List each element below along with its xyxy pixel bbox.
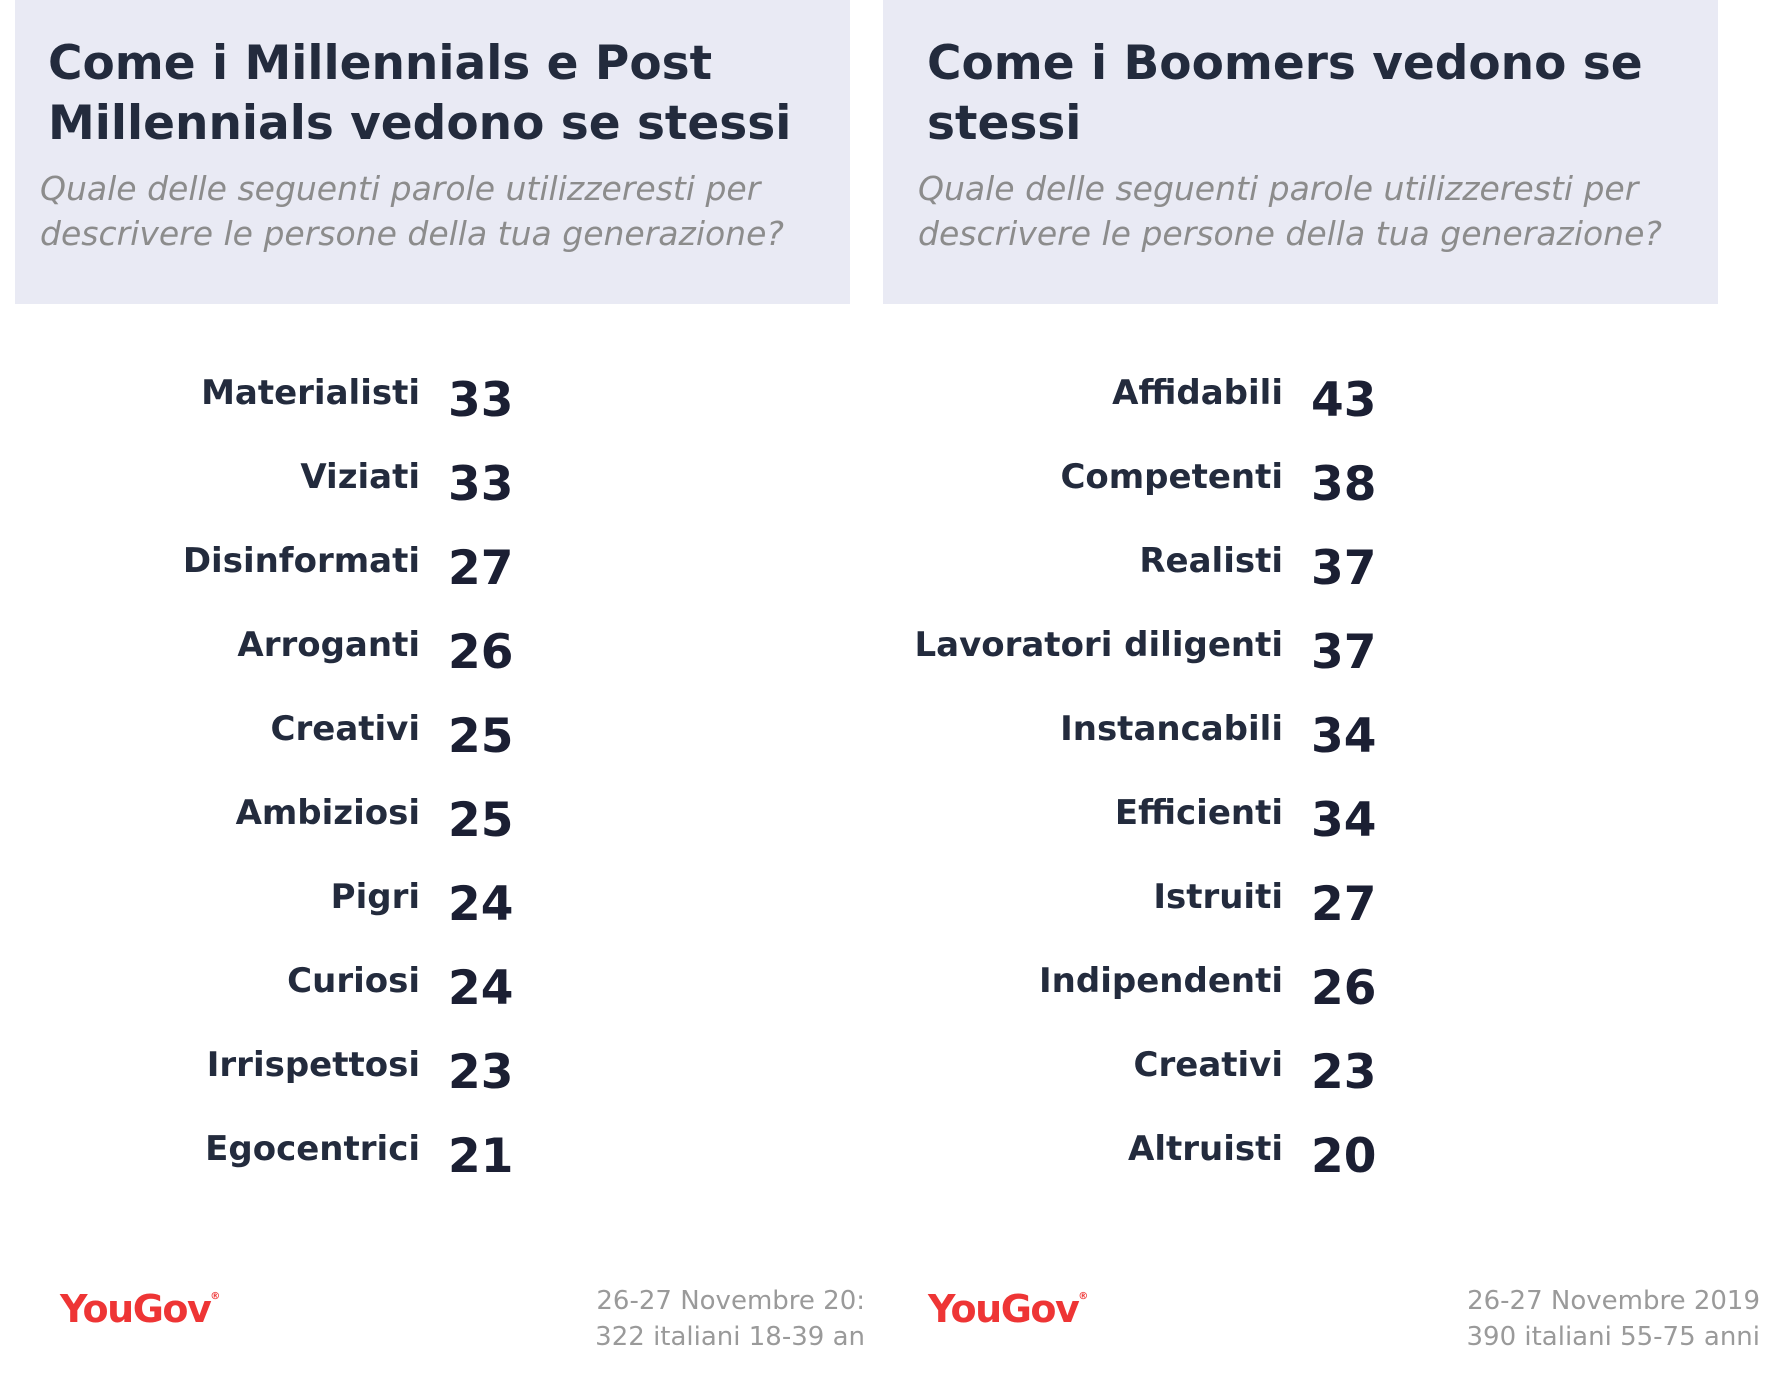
row-value: 26 — [1311, 961, 1376, 1016]
millennials-panel: Come i Millennials e Post Millennials ve… — [0, 0, 880, 1384]
yougov-logo: YouGov® — [60, 1287, 221, 1331]
row-label: Competenti — [1060, 457, 1283, 497]
row-label: Irrispettosi — [207, 1045, 420, 1085]
row-value: 37 — [1311, 625, 1376, 680]
row-value: 25 — [448, 709, 513, 764]
row-value: 27 — [1311, 877, 1376, 932]
row-label: Materialisti — [201, 373, 420, 413]
millennials-header — [15, 0, 850, 304]
footnote-date: 26-27 Novembre 2019 — [1467, 1286, 1760, 1316]
row-label: Disinformati — [183, 541, 420, 581]
row-label: Lavoratori diligenti — [914, 625, 1283, 665]
row-value: 20 — [1311, 1129, 1376, 1184]
row-value: 43 — [1311, 373, 1376, 428]
row-label: Instancabili — [1060, 709, 1283, 749]
row-value: 25 — [448, 793, 513, 848]
boomers-chart: Affidabili 43 Competenti 38 Realisti 37 Lavora… — [914, 373, 1376, 1184]
row-label: Istruiti — [1153, 877, 1283, 917]
row-value: 24 — [448, 877, 513, 932]
footnote-sample: 390 italiani 55-75 anni — [1466, 1322, 1760, 1352]
footnote-sample: 322 italiani 18-39 an — [595, 1322, 865, 1352]
row-value: 23 — [448, 1045, 513, 1100]
millennials-subtitle: Quale delle seguenti parole utilizzerest… — [40, 169, 784, 253]
row-value: 26 — [448, 625, 513, 680]
row-label: Altruisti — [1128, 1129, 1283, 1169]
row-label: Indipendenti — [1039, 961, 1283, 1001]
boomers-subtitle: Quale delle seguenti parole utilizzerest… — [918, 169, 1662, 253]
row-value: 23 — [1311, 1045, 1376, 1100]
millennials-footnote: 26-27 Novembre 20: 322 italiani 18-39 an — [575, 1283, 865, 1355]
row-value: 38 — [1311, 457, 1376, 512]
row-label: Viziati — [300, 457, 420, 497]
footnote-date: 26-27 Novembre 20: — [596, 1286, 865, 1316]
row-label: Creativi — [1134, 1045, 1283, 1085]
boomers-panel: Come i Boomers vedono se stessi Quale de… — [880, 0, 1760, 1384]
row-value: 34 — [1311, 793, 1376, 848]
row-label: Affidabili — [1112, 373, 1283, 413]
boomers-footnote: 26-27 Novembre 2019 390 italiani 55-75 a… — [1440, 1283, 1760, 1355]
row-value: 34 — [1311, 709, 1376, 764]
row-value: 21 — [448, 1129, 513, 1184]
row-value: 24 — [448, 961, 513, 1016]
row-label: Realisti — [1139, 541, 1283, 581]
row-label: Efficienti — [1115, 793, 1283, 833]
row-value: 33 — [448, 457, 513, 512]
millennials-chart: Materialisti 33 Viziati 33 Disinformati 27 Arr… — [183, 373, 514, 1184]
row-label: Ambiziosi — [236, 793, 420, 833]
boomers-header — [883, 0, 1718, 304]
row-label: Curiosi — [287, 961, 420, 1001]
row-value: 27 — [448, 541, 513, 596]
row-label: Creativi — [271, 709, 420, 749]
boomers-title: Come i Boomers vedono se stessi — [927, 36, 1643, 151]
row-label: Egocentrici — [205, 1129, 420, 1169]
millennials-title: Come i Millennials e Post Millennials ve… — [48, 36, 792, 151]
yougov-logo: YouGov® — [928, 1287, 1089, 1331]
row-value: 37 — [1311, 541, 1376, 596]
row-value: 33 — [448, 373, 513, 428]
row-label: Pigri — [331, 877, 420, 917]
row-label: Arroganti — [237, 625, 420, 665]
